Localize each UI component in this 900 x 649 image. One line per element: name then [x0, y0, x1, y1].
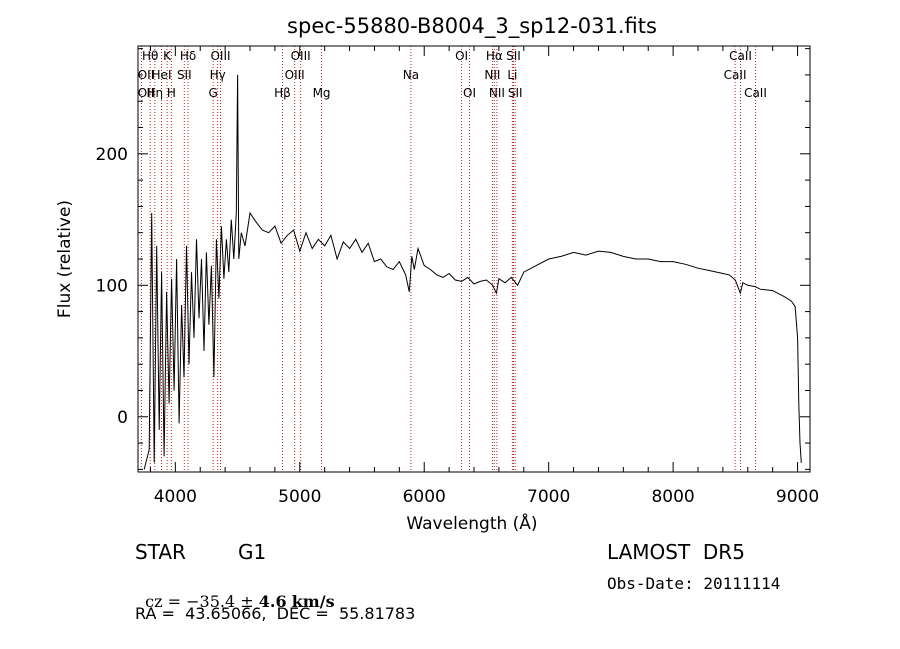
cz-value: −35.4: [186, 592, 236, 611]
cz-unit: km/s: [291, 592, 335, 611]
x-tick-label-9000: 9000: [776, 487, 819, 507]
line-label-7: SII: [177, 68, 192, 82]
y-axis-label: Flux (relative): [55, 200, 75, 318]
y-axis-ticks: 0 100 200: [96, 48, 810, 470]
x-tick-label-5000: 5000: [278, 487, 321, 507]
object-class: STAR: [135, 540, 186, 564]
line-label-12: Hβ: [274, 86, 291, 100]
line-marker-labels: Hθ Hη HeI K H OII OII SII Hδ G Hγ OIII Hβ OIII OIII Mg N…: [138, 49, 767, 100]
x-tick-label-7000: 7000: [527, 487, 570, 507]
x-tick-label-8000: 8000: [651, 487, 694, 507]
x-tick-label-4000: 4000: [154, 487, 197, 507]
line-label-3: K: [163, 49, 172, 63]
observation-date: Obs-Date: 20111114: [607, 574, 781, 593]
line-label-22: Li: [507, 68, 517, 82]
line-label-15: Mg: [313, 86, 331, 100]
line-label-26: CaII: [729, 49, 752, 63]
line-label-24: SII: [508, 86, 523, 100]
cz-plusminus: ±: [240, 592, 254, 611]
redshift-readout: cz = −35.4 ± 4.6 km/s: [135, 573, 335, 611]
line-label-11: OIII: [210, 49, 230, 63]
line-label-25: CaII: [724, 68, 747, 82]
y-tick-label-200: 200: [96, 145, 128, 165]
y-tick-label-100: 100: [96, 276, 128, 296]
line-label-23: SII: [506, 49, 521, 63]
line-label-8: Hδ: [180, 49, 196, 63]
spectrum-line: [143, 74, 802, 470]
line-label-9: G: [209, 86, 218, 100]
line-label-18: OI: [463, 86, 476, 100]
object-subclass: G1: [238, 540, 267, 564]
line-markers: [140, 46, 756, 472]
line-label-14: OIII: [291, 49, 311, 63]
cz-label: cz =: [145, 592, 187, 611]
y-tick-label-0: 0: [117, 408, 128, 428]
line-label-13: OIII: [285, 68, 305, 82]
line-label-5: OII: [138, 68, 155, 82]
cz-error: 4.6: [258, 592, 287, 611]
line-label-1: Hη: [146, 86, 163, 100]
survey-name: LAMOST DR5: [607, 540, 745, 564]
line-label-16: Na: [403, 68, 419, 82]
x-axis-ticks: 4000 5000 6000 7000 8000 9000: [149, 46, 819, 507]
chart-title: spec-55880-B8004_3_sp12-031.fits: [287, 14, 657, 39]
line-label-20: Hα: [486, 49, 503, 63]
line-label-19: NII: [484, 68, 500, 82]
x-tick-label-6000: 6000: [403, 487, 446, 507]
line-label-10: Hγ: [210, 68, 226, 82]
line-label-2: HeI: [152, 68, 172, 82]
line-label-21: NII: [489, 86, 505, 100]
line-label-6: OII: [138, 86, 155, 100]
line-label-17: OI: [455, 49, 468, 63]
line-label-0: Hθ: [142, 49, 158, 63]
line-label-4: H: [167, 86, 176, 100]
x-axis-label: Wavelength (Å): [406, 512, 537, 534]
line-label-27: CaII: [744, 86, 767, 100]
coordinates: RA = 43.65066, DEC = 55.81783: [135, 604, 416, 623]
